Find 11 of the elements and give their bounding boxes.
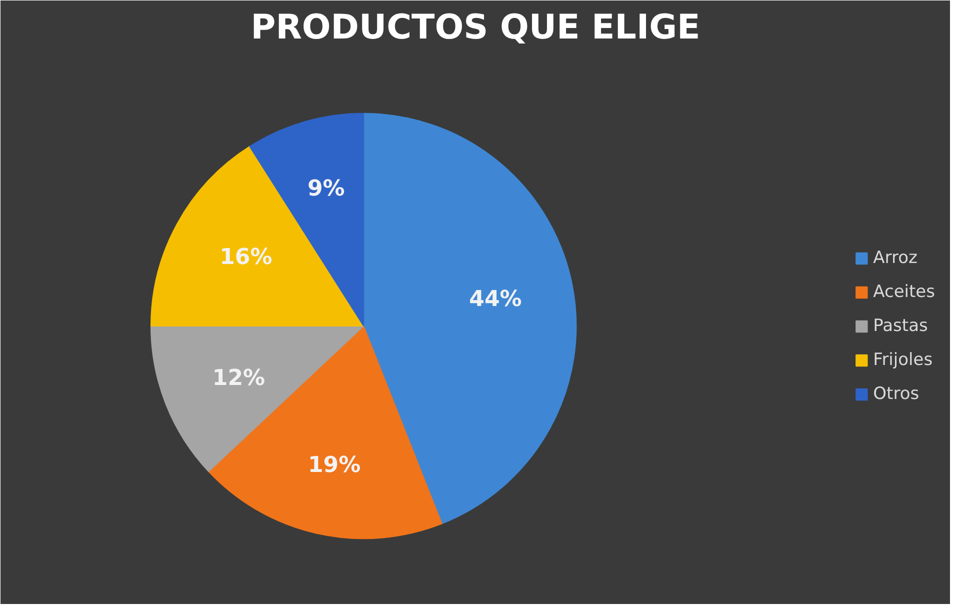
data-label: 9%	[307, 176, 345, 202]
legend-label: Arroz	[873, 248, 918, 268]
data-label: 12%	[212, 366, 266, 392]
legend-label: Pastas	[873, 316, 928, 336]
legend-label: Otros	[873, 384, 920, 404]
data-label: 19%	[308, 452, 361, 478]
legend-label: Aceites	[873, 282, 935, 302]
chart-title: PRODUCTOS QUE ELIGE	[250, 8, 700, 48]
data-label: 44%	[469, 286, 522, 312]
legend-label: Frijoles	[873, 350, 933, 370]
data-label: 16%	[220, 244, 272, 270]
